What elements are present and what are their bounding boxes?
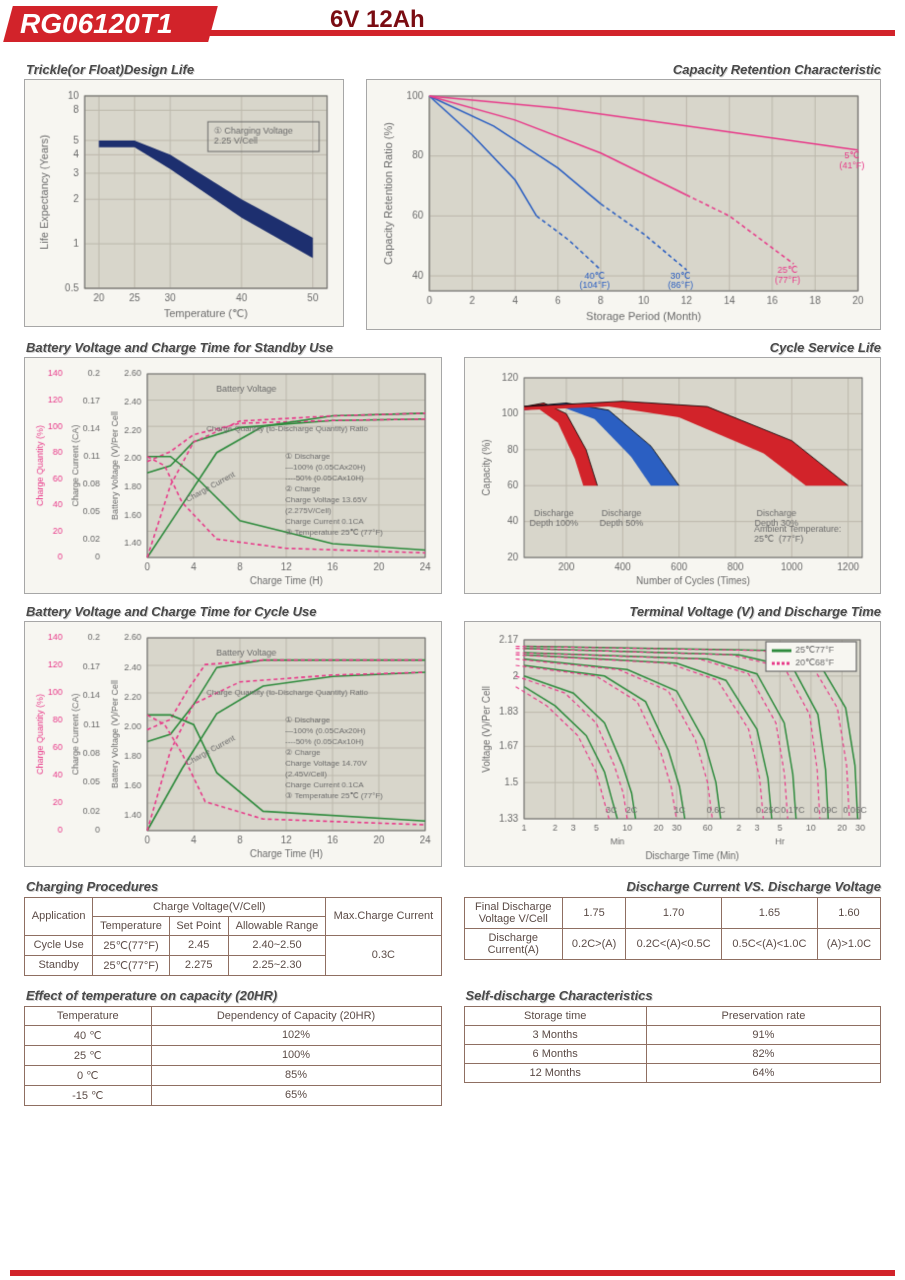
th-temp: Temperature xyxy=(93,916,169,935)
chart2-canvas xyxy=(373,86,874,327)
chart2-title: Capacity Retention Characteristic xyxy=(368,62,881,77)
table-row: Cycle Use 25℃(77°F) 2.45 2.40~2.50 0.3C xyxy=(25,935,442,955)
table-row: 40 ℃102% xyxy=(25,1025,442,1045)
table-selfdis: Storage time Preservation rate 3 Months9… xyxy=(464,1006,882,1083)
table-row: 0 ℃85% xyxy=(25,1065,442,1085)
table-row: 3 Months91% xyxy=(464,1025,881,1044)
chart3-panel xyxy=(24,357,442,593)
table-row: Storage time Preservation rate xyxy=(464,1006,881,1025)
chart5-title: Battery Voltage and Charge Time for Cycl… xyxy=(26,604,442,619)
table-row: 6 Months82% xyxy=(464,1044,881,1063)
chart4-canvas xyxy=(471,364,875,590)
table-row: Discharge Current(A) 0.2C>(A) 0.2C<(A)<0… xyxy=(464,928,881,959)
chart4-title: Cycle Service Life xyxy=(466,340,882,355)
table-selfdis-title: Self-discharge Characteristics xyxy=(466,988,882,1003)
footer-red-bar xyxy=(10,1270,895,1276)
table-tempcap-title: Effect of temperature on capacity (20HR) xyxy=(26,988,442,1003)
table-row: Final Discharge Voltage V/Cell 1.75 1.70… xyxy=(464,897,881,928)
table-discharge: Final Discharge Voltage V/Cell 1.75 1.70… xyxy=(464,897,882,960)
table-row: 25 ℃100% xyxy=(25,1045,442,1065)
table-row: Temperature Dependency of Capacity (20HR… xyxy=(25,1006,442,1025)
chart5-panel xyxy=(24,621,442,867)
chart6-panel xyxy=(464,621,882,867)
table-row: -15 ℃65% xyxy=(25,1085,442,1105)
model-badge: RG06120T1 xyxy=(3,6,217,42)
th-max: Max.Charge Current xyxy=(326,897,441,935)
chart2-panel xyxy=(366,79,881,330)
chart1-canvas xyxy=(31,86,337,324)
spec-text: 6V 12Ah xyxy=(330,6,425,34)
chart3-title: Battery Voltage and Charge Time for Stan… xyxy=(26,340,442,355)
chart1-title: Trickle(or Float)Design Life xyxy=(26,62,344,77)
table-charging: Application Charge Voltage(V/Cell) Max.C… xyxy=(24,897,442,976)
th-ar: Allowable Range xyxy=(228,916,326,935)
th-app: Application xyxy=(25,897,93,935)
page-header: RG06120T1 6V 12Ah xyxy=(0,0,905,46)
table-charging-title: Charging Procedures xyxy=(26,879,442,894)
chart6-canvas xyxy=(471,628,875,864)
chart3-canvas xyxy=(31,364,435,590)
model-text: RG06120T1 xyxy=(20,8,173,40)
chart4-panel xyxy=(464,357,882,593)
table-row: Application Charge Voltage(V/Cell) Max.C… xyxy=(25,897,442,916)
table-tempcap: Temperature Dependency of Capacity (20HR… xyxy=(24,1006,442,1106)
th-sp: Set Point xyxy=(169,916,228,935)
table-row: 12 Months64% xyxy=(464,1063,881,1082)
table-discharge-title: Discharge Current VS. Discharge Voltage xyxy=(466,879,882,894)
th-cv: Charge Voltage(V/Cell) xyxy=(93,897,326,916)
chart1-panel xyxy=(24,79,344,327)
chart6-title: Terminal Voltage (V) and Discharge Time xyxy=(466,604,882,619)
chart5-canvas xyxy=(31,628,435,864)
